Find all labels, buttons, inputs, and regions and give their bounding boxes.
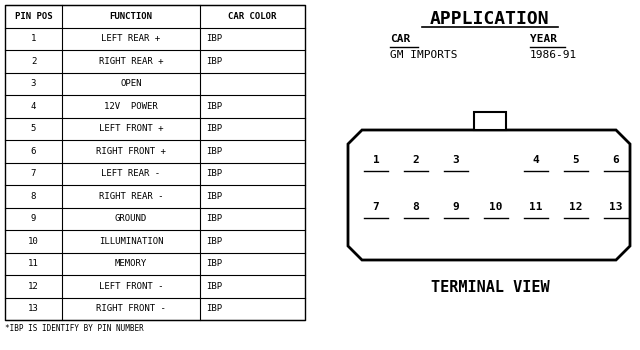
Text: APPLICATION: APPLICATION — [430, 10, 550, 28]
Text: 4: 4 — [532, 155, 540, 165]
Text: MEMORY: MEMORY — [115, 259, 147, 268]
Text: LEFT REAR +: LEFT REAR + — [101, 34, 161, 43]
Text: CAR: CAR — [390, 34, 410, 44]
Text: CAR COLOR: CAR COLOR — [228, 12, 276, 21]
Bar — [474, 112, 506, 130]
Text: OPEN: OPEN — [120, 79, 141, 88]
Text: RIGHT REAR -: RIGHT REAR - — [99, 192, 163, 201]
Text: 6: 6 — [612, 155, 620, 165]
Polygon shape — [348, 130, 630, 260]
Text: YEAR: YEAR — [530, 34, 557, 44]
Text: 4: 4 — [31, 102, 36, 111]
Text: 5: 5 — [573, 155, 579, 165]
Text: 3: 3 — [452, 155, 460, 165]
Text: IBP: IBP — [206, 214, 222, 223]
Text: 11: 11 — [529, 202, 543, 212]
Text: RIGHT FRONT +: RIGHT FRONT + — [96, 147, 166, 156]
Text: ILLUMINATION: ILLUMINATION — [99, 237, 163, 246]
Text: LEFT REAR -: LEFT REAR - — [101, 169, 161, 178]
Text: IBP: IBP — [206, 147, 222, 156]
Text: 9: 9 — [452, 202, 460, 212]
Text: LEFT FRONT +: LEFT FRONT + — [99, 124, 163, 133]
Text: IBP: IBP — [206, 237, 222, 246]
Text: GM IMPORTS: GM IMPORTS — [390, 50, 458, 60]
Text: FUNCTION: FUNCTION — [109, 12, 152, 21]
Text: *IBP IS IDENTIFY BY PIN NUMBER: *IBP IS IDENTIFY BY PIN NUMBER — [5, 324, 144, 333]
Text: 1: 1 — [372, 155, 380, 165]
Text: IBP: IBP — [206, 192, 222, 201]
Text: 12: 12 — [569, 202, 583, 212]
Text: 12V  POWER: 12V POWER — [104, 102, 158, 111]
Text: 8: 8 — [31, 192, 36, 201]
Text: IBP: IBP — [206, 169, 222, 178]
Text: 10: 10 — [489, 202, 503, 212]
Text: 5: 5 — [31, 124, 36, 133]
Text: IBP: IBP — [206, 57, 222, 66]
Text: 9: 9 — [31, 214, 36, 223]
Text: 10: 10 — [28, 237, 39, 246]
Text: LEFT FRONT -: LEFT FRONT - — [99, 282, 163, 291]
Text: 1: 1 — [31, 34, 36, 43]
Text: 7: 7 — [31, 169, 36, 178]
Text: IBP: IBP — [206, 34, 222, 43]
Text: 8: 8 — [413, 202, 419, 212]
Text: GROUND: GROUND — [115, 214, 147, 223]
Text: 7: 7 — [372, 202, 380, 212]
Text: RIGHT FRONT -: RIGHT FRONT - — [96, 304, 166, 313]
Text: 1986-91: 1986-91 — [530, 50, 577, 60]
Text: 11: 11 — [28, 259, 39, 268]
Bar — [5, 5, 305, 320]
Text: IBP: IBP — [206, 259, 222, 268]
Text: 13: 13 — [28, 304, 39, 313]
Text: IBP: IBP — [206, 102, 222, 111]
Text: RIGHT REAR +: RIGHT REAR + — [99, 57, 163, 66]
Text: 13: 13 — [609, 202, 623, 212]
Text: IBP: IBP — [206, 304, 222, 313]
Text: 6: 6 — [31, 147, 36, 156]
Text: 2: 2 — [413, 155, 419, 165]
Text: IBP: IBP — [206, 124, 222, 133]
Text: PIN POS: PIN POS — [15, 12, 52, 21]
Text: 12: 12 — [28, 282, 39, 291]
Text: TERMINAL VIEW: TERMINAL VIEW — [431, 280, 549, 295]
Text: 2: 2 — [31, 57, 36, 66]
Text: IBP: IBP — [206, 282, 222, 291]
Text: 3: 3 — [31, 79, 36, 88]
